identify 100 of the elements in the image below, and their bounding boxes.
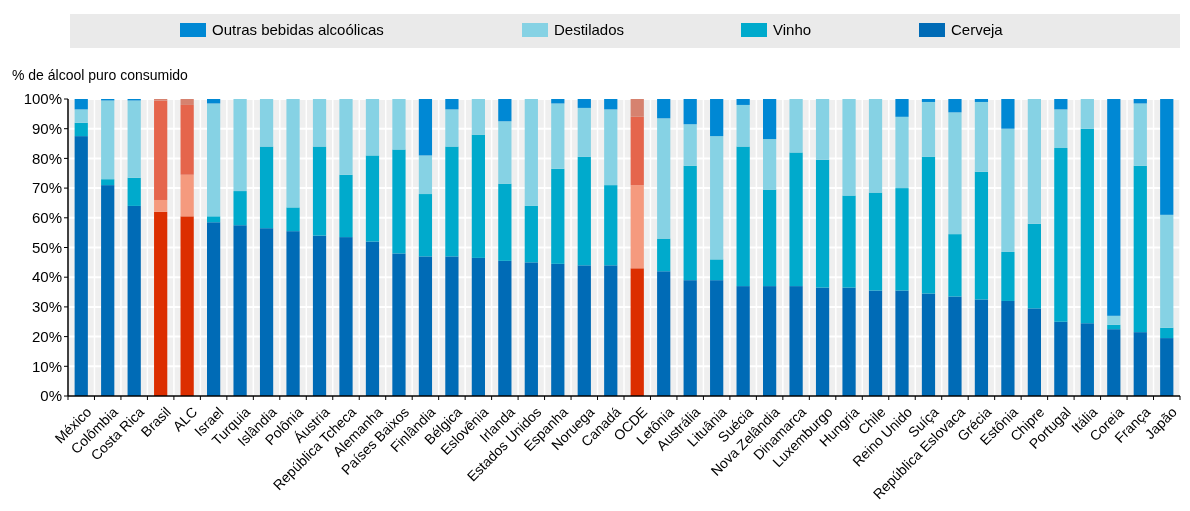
bar xyxy=(789,152,803,287)
bar xyxy=(921,293,936,396)
bar xyxy=(921,99,936,102)
bar xyxy=(233,99,247,192)
bar xyxy=(286,207,300,232)
y-tick-label: 20% xyxy=(31,327,62,345)
bar xyxy=(842,195,856,288)
y-tick-label: 30% xyxy=(31,298,62,316)
bar xyxy=(789,99,803,153)
bar xyxy=(604,99,618,110)
bar xyxy=(392,99,406,150)
bar xyxy=(736,104,750,147)
bar xyxy=(630,116,644,186)
bar xyxy=(180,99,194,105)
bar xyxy=(710,280,724,396)
bar xyxy=(339,174,353,238)
bar xyxy=(74,109,88,123)
bar xyxy=(683,124,697,166)
bar xyxy=(154,100,168,200)
bar xyxy=(207,222,221,396)
bar xyxy=(868,290,883,396)
bar xyxy=(895,99,909,117)
bar xyxy=(418,256,433,396)
bar xyxy=(710,136,724,260)
bar xyxy=(1001,128,1015,252)
legend-label: Outras bebidas alcoólicas xyxy=(212,21,384,39)
y-tick-label: 10% xyxy=(31,357,62,375)
bar xyxy=(630,99,644,117)
bar xyxy=(604,185,618,266)
bar xyxy=(551,263,565,396)
bar xyxy=(974,101,989,172)
bar xyxy=(1054,321,1068,396)
bar xyxy=(312,99,327,147)
bar xyxy=(842,99,856,196)
y-tick-label: 80% xyxy=(31,149,62,167)
bar xyxy=(471,99,485,135)
y-tick-label: 50% xyxy=(31,238,62,256)
bar xyxy=(180,174,194,217)
bar xyxy=(180,216,194,396)
bar xyxy=(312,235,327,396)
bar xyxy=(339,99,353,175)
bar xyxy=(233,191,247,226)
bar xyxy=(524,99,538,206)
bar xyxy=(657,99,671,119)
bar xyxy=(763,189,777,287)
bar xyxy=(815,99,830,160)
bar xyxy=(286,231,300,396)
y-tick-label: 40% xyxy=(31,268,62,286)
bar xyxy=(630,268,644,396)
bar xyxy=(1054,99,1068,110)
bar xyxy=(392,149,406,254)
bar xyxy=(974,99,989,102)
bar xyxy=(127,100,141,178)
bar xyxy=(259,228,274,396)
bar xyxy=(101,100,115,180)
bar xyxy=(1001,99,1015,129)
bar xyxy=(577,99,591,108)
bar xyxy=(921,156,936,294)
bar xyxy=(259,99,274,147)
bar xyxy=(948,112,962,235)
bar xyxy=(1080,99,1094,129)
bar xyxy=(365,99,380,156)
y-tick-label: 90% xyxy=(31,119,62,137)
bar xyxy=(259,146,274,229)
bar xyxy=(763,286,777,396)
bar xyxy=(1001,300,1015,396)
bar xyxy=(921,101,936,157)
bar xyxy=(1107,315,1121,325)
bar xyxy=(101,185,115,396)
y-axis-title: % de álcool puro consumido xyxy=(12,67,189,83)
bar xyxy=(815,159,830,288)
legend-label: Destilados xyxy=(554,21,625,39)
bar xyxy=(498,99,512,122)
bar xyxy=(577,156,591,266)
bar xyxy=(895,290,909,396)
bar xyxy=(974,171,989,300)
bar xyxy=(789,286,803,396)
bar xyxy=(683,280,697,396)
bar xyxy=(154,211,168,396)
bar xyxy=(1160,338,1174,396)
bar xyxy=(1133,165,1147,333)
bar xyxy=(365,241,380,396)
bar xyxy=(1027,223,1041,309)
bar xyxy=(418,155,433,195)
bar xyxy=(365,155,380,242)
bar xyxy=(1133,103,1147,166)
bar xyxy=(445,109,459,147)
legend-label: Cerveja xyxy=(951,21,1004,39)
bar xyxy=(1107,329,1121,396)
bar xyxy=(551,168,565,264)
bar xyxy=(657,271,671,396)
bar xyxy=(101,179,115,186)
bar xyxy=(74,122,88,137)
legend-label: Vinho xyxy=(773,21,812,39)
bar xyxy=(815,287,830,396)
bar xyxy=(445,99,459,110)
bar xyxy=(180,104,194,175)
bar xyxy=(1054,148,1068,322)
bar xyxy=(683,99,697,125)
bar xyxy=(207,216,221,223)
